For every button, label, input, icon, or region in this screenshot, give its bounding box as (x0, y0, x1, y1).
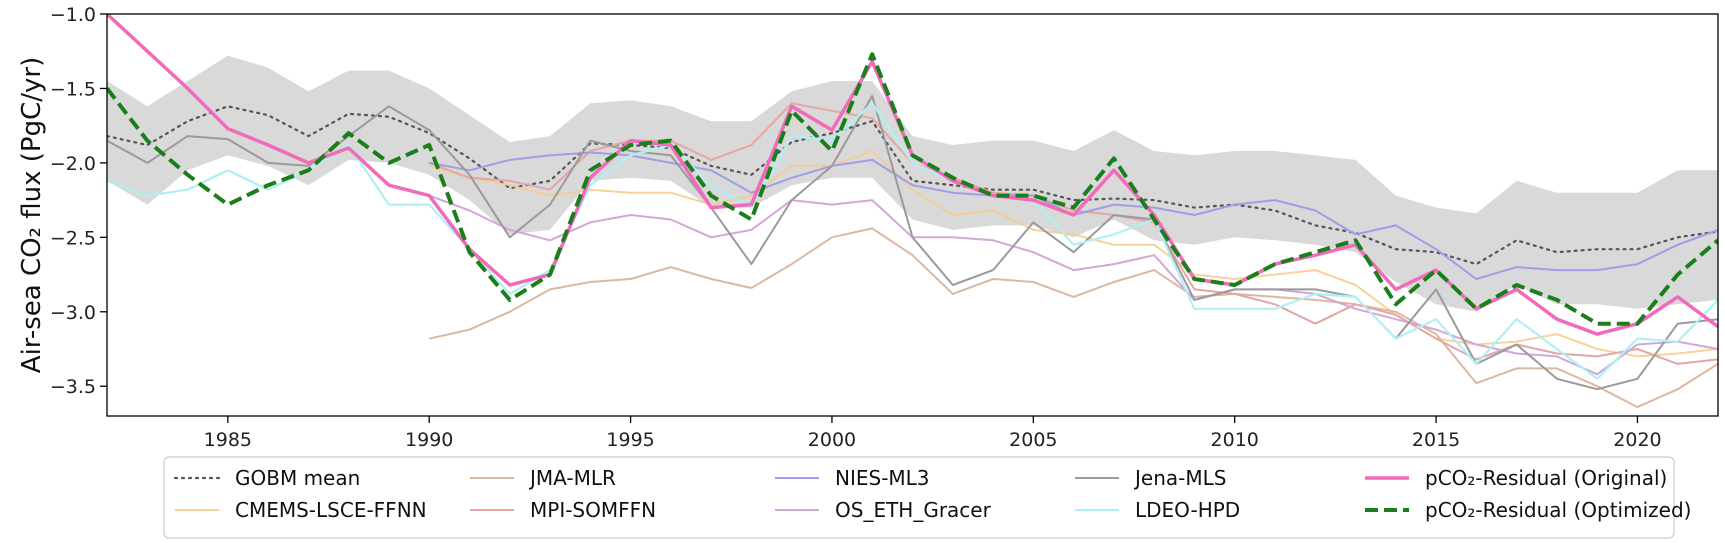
plot-frame (106, 13, 1719, 417)
legend-label-gobm-mean: GOBM mean (235, 466, 360, 490)
y-tick-label: −3.0 (50, 302, 96, 324)
x-tick-label: 2015 (1412, 429, 1460, 451)
legend-label-os-eth-gracer: OS_ETH_Gracer (835, 498, 992, 522)
y-tick-label: −2.0 (50, 153, 96, 175)
legend-label-nies-ml3: NIES-ML3 (835, 466, 930, 490)
legend: GOBM mean CMEMS-LSCE-FFNN JMA-MLR MPI-SOMFF… (163, 456, 1691, 539)
legend-label-pco-residual-original: pCO₂-Residual (Original) (1425, 466, 1667, 490)
y-tick-label: −1.0 (50, 4, 96, 26)
x-axis: 1985 1990 1995 2000 2005 2010 2015 2020 (204, 416, 1662, 451)
ensemble-band-area (107, 55, 1718, 312)
series-line-pco-residual-optimized (107, 52, 1718, 326)
ensemble-range-band (107, 55, 1718, 312)
legend-label-mpi-somffn: MPI-SOMFFN (530, 498, 656, 522)
series-line-ldeo-hpd (107, 102, 1718, 380)
series-line-jena-mls (107, 94, 1718, 391)
x-tick-label: 2000 (808, 429, 856, 451)
legend-label-jma-mlr: JMA-MLR (528, 466, 616, 490)
series-lines (107, 14, 1718, 409)
series-line-cmems-lsce-ffnn (428, 150, 1718, 358)
legend-label-pco-residual-optimized: pCO₂-Residual (Optimized) (1425, 498, 1691, 522)
x-tick-label: 1985 (204, 429, 252, 451)
series-line-jma-mlr (428, 227, 1718, 409)
y-tick-label: −1.5 (50, 78, 96, 100)
x-tick-label: 2005 (1009, 429, 1057, 451)
legend-label-cmems-lsce-ffnn: CMEMS-LSCE-FFNN (235, 498, 427, 522)
x-tick-label: 1990 (405, 429, 453, 451)
x-tick-label: 2020 (1613, 429, 1661, 451)
legend-frame (163, 456, 1675, 539)
y-tick-label: −2.5 (50, 227, 96, 249)
x-tick-label: 2010 (1211, 429, 1259, 451)
y-tick-label: −3.5 (50, 376, 96, 398)
y-axis-title: Air-sea CO₂ flux (PgC/yr) (17, 57, 47, 373)
x-tick-label: 1995 (606, 429, 654, 451)
legend-label-ldeo-hpd: LDEO-HPD (1135, 498, 1240, 522)
legend-label-jena-mls: Jena-MLS (1133, 466, 1226, 490)
y-axis: −1.0 −1.5 −2.0 −2.5 −3.0 −3.5 (50, 4, 107, 398)
